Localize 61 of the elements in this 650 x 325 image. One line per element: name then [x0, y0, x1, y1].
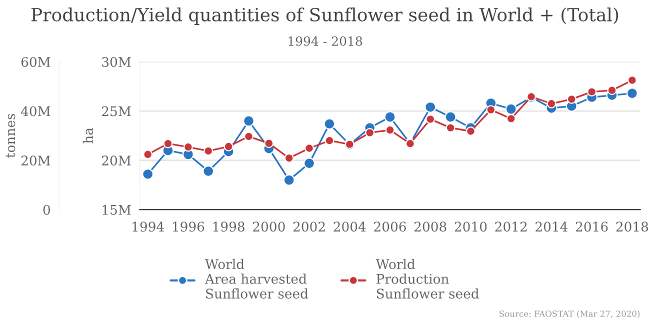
point: [384, 111, 396, 123]
point: [426, 114, 436, 124]
x-tick-label: 2014: [536, 222, 568, 232]
y-axis-title: ha: [82, 128, 94, 144]
legend-label: World Area harvested Sunflower seed: [204, 258, 308, 299]
x-tick-label: 2004: [334, 222, 366, 232]
x-tick-label: 2000: [253, 222, 285, 232]
point: [244, 132, 254, 142]
y-tick-label: 30M: [102, 56, 131, 67]
x-tick-label: 2016: [576, 222, 608, 232]
y-tick-label: 25M: [102, 106, 131, 116]
chart-title: Production/Yield quantities of Sunflower seed in World + (Total): [31, 8, 618, 25]
point: [446, 123, 456, 133]
point: [204, 146, 214, 156]
x-tick-label: 2008: [414, 222, 446, 232]
point: [466, 126, 476, 136]
y-tick-label: 20M: [102, 156, 131, 166]
y2-tick-label: 20M: [21, 156, 50, 166]
point: [424, 101, 436, 113]
point: [304, 158, 316, 170]
y-tick-label: 15M: [102, 204, 131, 215]
point: [264, 138, 274, 148]
point: [324, 136, 334, 146]
point: [506, 114, 516, 124]
legend-label: World Production Sunflower seed: [376, 258, 479, 299]
point: [242, 115, 254, 127]
point: [224, 142, 234, 152]
point: [283, 174, 295, 186]
point: [546, 98, 556, 108]
x-tick-label: 2010: [454, 222, 487, 232]
source-note: Source: FAOSTAT (Mar 27, 2020): [500, 310, 640, 318]
point: [626, 88, 638, 100]
x-tick-label: 1994: [132, 222, 164, 232]
point: [183, 142, 193, 152]
point: [163, 138, 173, 148]
y2-tick-label: 40M: [20, 106, 50, 116]
point: [486, 105, 496, 115]
point: [142, 168, 154, 180]
point: [284, 153, 294, 163]
point: [607, 86, 617, 96]
x-tick-label: 2002: [293, 222, 325, 232]
point: [444, 111, 456, 123]
x-tick-label: 2006: [374, 222, 406, 232]
x-tick-label: 2012: [495, 222, 527, 232]
x-tick-label: 1996: [173, 222, 204, 232]
point: [505, 103, 517, 115]
point: [587, 87, 597, 97]
x-tick-label: 1998: [213, 222, 244, 232]
x-tick-label: 2018: [616, 222, 648, 232]
point: [385, 125, 395, 135]
point: [143, 150, 153, 160]
y2-tick-label: 60M: [21, 56, 50, 67]
chart-subtitle: 1994 - 2018: [288, 36, 362, 46]
y2-axis-title: tonnes: [6, 114, 16, 158]
point: [365, 128, 375, 138]
y2-tick-label: 0: [43, 204, 50, 215]
point: [627, 76, 637, 85]
point: [202, 165, 214, 177]
point: [324, 118, 336, 130]
point: [566, 94, 576, 104]
point: [304, 144, 314, 153]
